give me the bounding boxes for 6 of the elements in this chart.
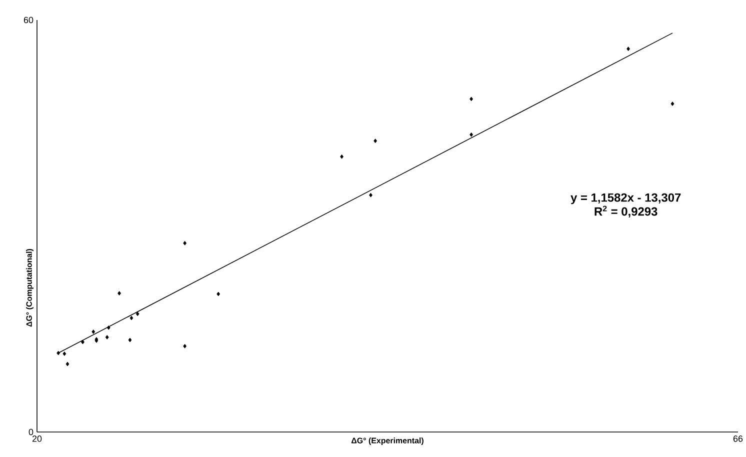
x-tick-label: 66: [733, 436, 743, 442]
annotation: R$^{2}$ = 0,9293: [594, 206, 658, 218]
y-tick-label: 60: [24, 16, 34, 24]
x-tick-label: 20: [32, 436, 42, 442]
annotation: y = 1,1582x - 13,307: [570, 193, 681, 204]
y-tick-label: 0: [28, 428, 34, 436]
